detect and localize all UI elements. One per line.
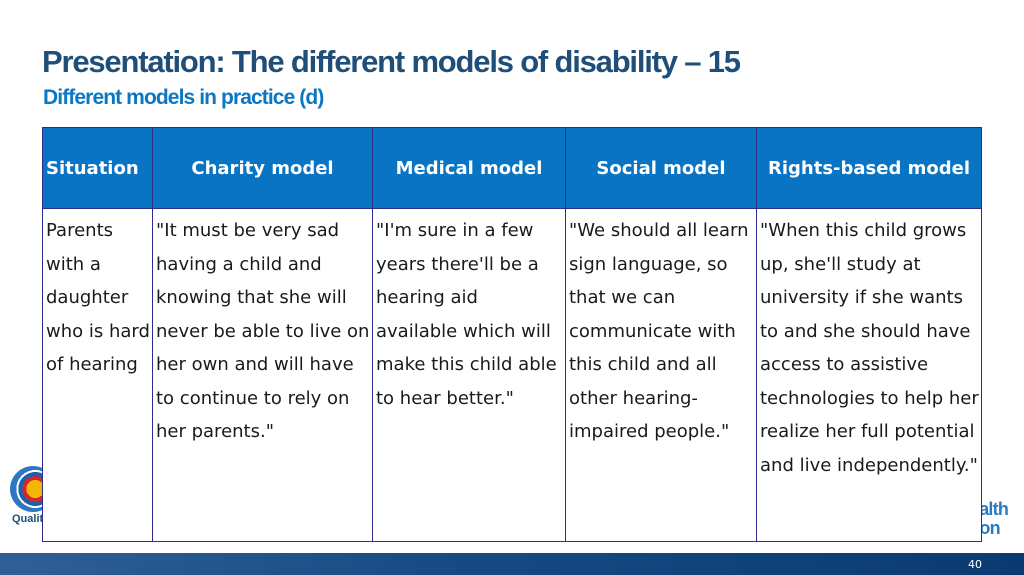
cell-medical-model: "I'm sure in a few years there'll be a h… [372, 208, 566, 542]
cell-charity-model: "It must be very sad having a child and … [152, 208, 373, 542]
header-rights-based-model: Rights-based model [756, 127, 982, 209]
cell-situation: Parents with a daughter who is hard of h… [42, 208, 153, 542]
slide-subtitle: Different models in practice (d) [43, 86, 324, 109]
header-charity-model: Charity model [152, 127, 373, 209]
header-medical-model: Medical model [372, 127, 566, 209]
disability-models-table: Situation Charity model Medical model So… [42, 127, 982, 542]
table-header-row: Situation Charity model Medical model So… [42, 127, 982, 209]
cell-rights-based-model: "When this child grows up, she'll study … [756, 208, 982, 542]
header-social-model: Social model [565, 127, 757, 209]
footer-bar: 40 [0, 553, 1024, 575]
quality-rights-logo-text: Quality [12, 513, 50, 525]
slide-title: Presentation: The different models of di… [42, 44, 741, 79]
cell-social-model: "We should all learn sign language, so t… [565, 208, 757, 542]
header-situation: Situation [42, 127, 153, 209]
page-number: 40 [968, 558, 982, 571]
table-row: Parents with a daughter who is hard of h… [42, 208, 982, 542]
